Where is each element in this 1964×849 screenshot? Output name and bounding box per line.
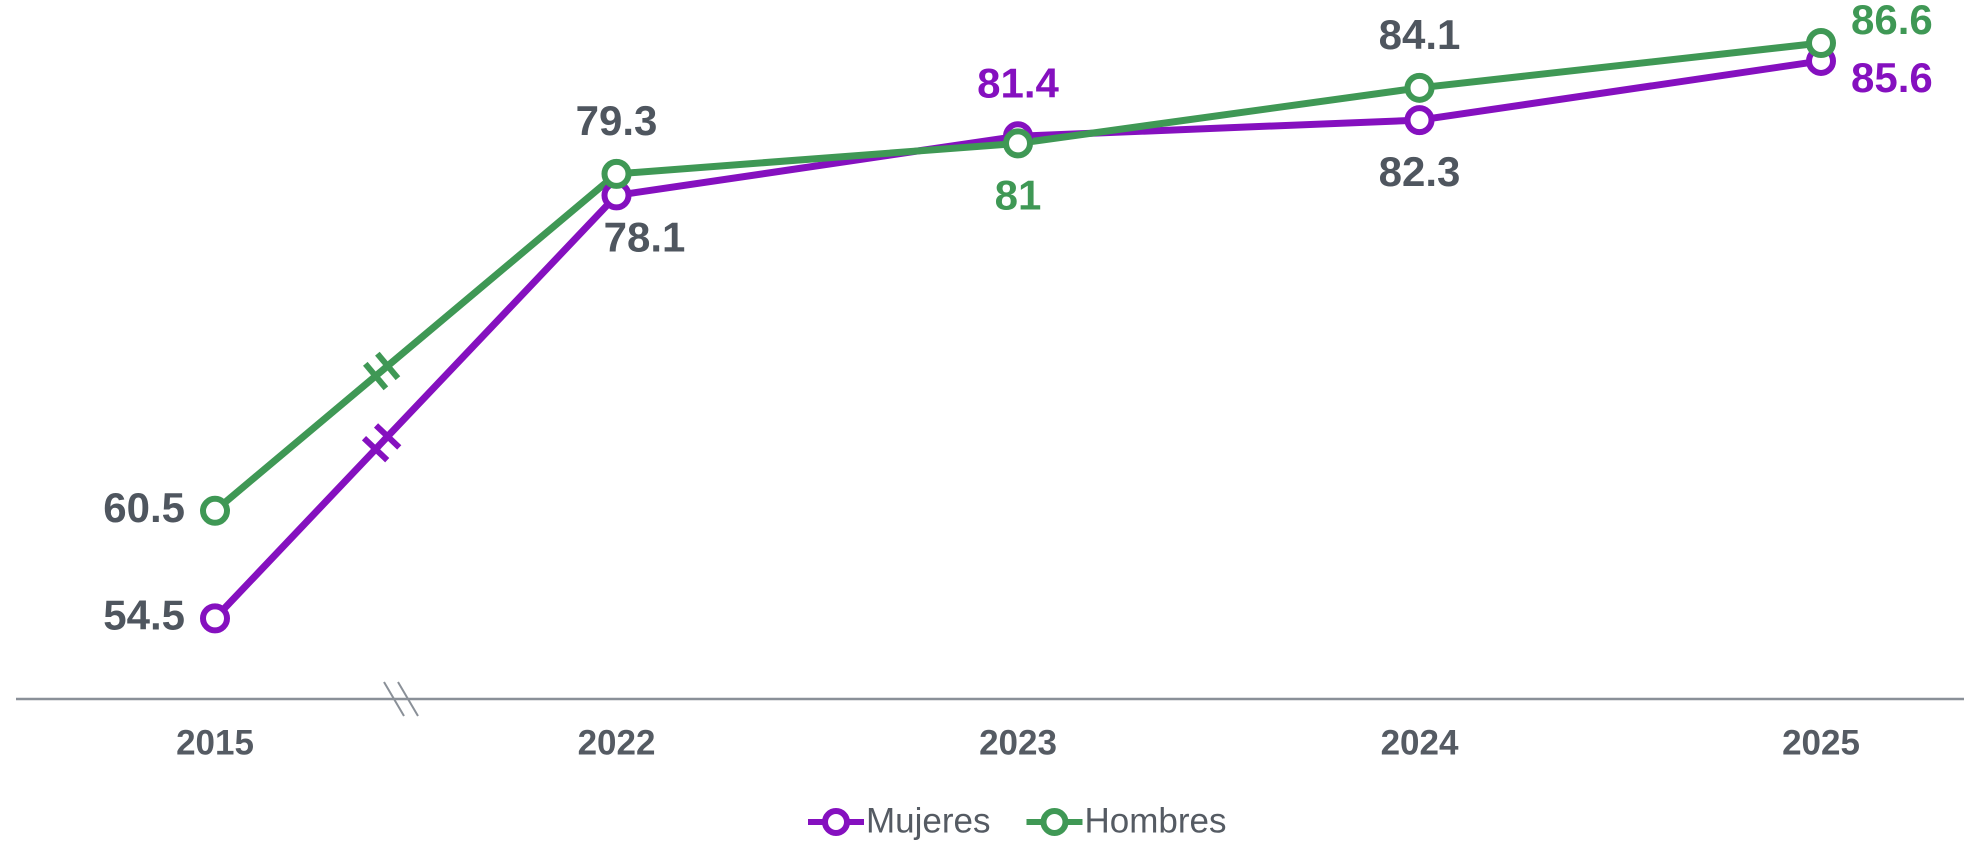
data-label: 81 — [995, 171, 1042, 218]
line-break — [375, 351, 401, 381]
x-tick-label: 2024 — [1381, 723, 1459, 762]
data-label: 79.3 — [576, 97, 658, 144]
axis-break — [383, 681, 405, 717]
line-break — [361, 435, 390, 463]
legend-marker — [1040, 808, 1069, 836]
axis-break — [397, 681, 419, 717]
data-label: 86.6 — [1851, 0, 1933, 43]
data-label: 84.1 — [1379, 11, 1461, 58]
legend-label: Hombres — [1084, 801, 1226, 840]
data-label: 82.3 — [1379, 148, 1461, 195]
data-label: 78.1 — [604, 213, 686, 260]
data-label: 85.6 — [1851, 54, 1933, 101]
point — [200, 495, 230, 526]
point — [200, 603, 230, 634]
data-label: 54.5 — [103, 591, 185, 638]
data-label: 60.5 — [103, 484, 185, 531]
point — [1806, 28, 1836, 59]
data-label: 81.4 — [977, 59, 1059, 106]
x-tick-label: 2015 — [176, 723, 254, 762]
legend-marker — [822, 808, 850, 836]
legend-item: Hombres — [1026, 801, 1226, 840]
point — [1003, 128, 1033, 159]
point — [1404, 72, 1435, 103]
line — [212, 39, 1822, 514]
x-tick-label: 2023 — [979, 723, 1057, 762]
x-tick-label: 2022 — [578, 723, 656, 762]
point — [1404, 105, 1435, 136]
legend-label: Mujeres — [866, 801, 990, 840]
x-tick-label: 2025 — [1782, 723, 1860, 762]
line-break — [373, 423, 402, 450]
point — [601, 158, 632, 189]
legend-item: Mujeres — [808, 801, 990, 840]
line-break — [363, 361, 389, 391]
